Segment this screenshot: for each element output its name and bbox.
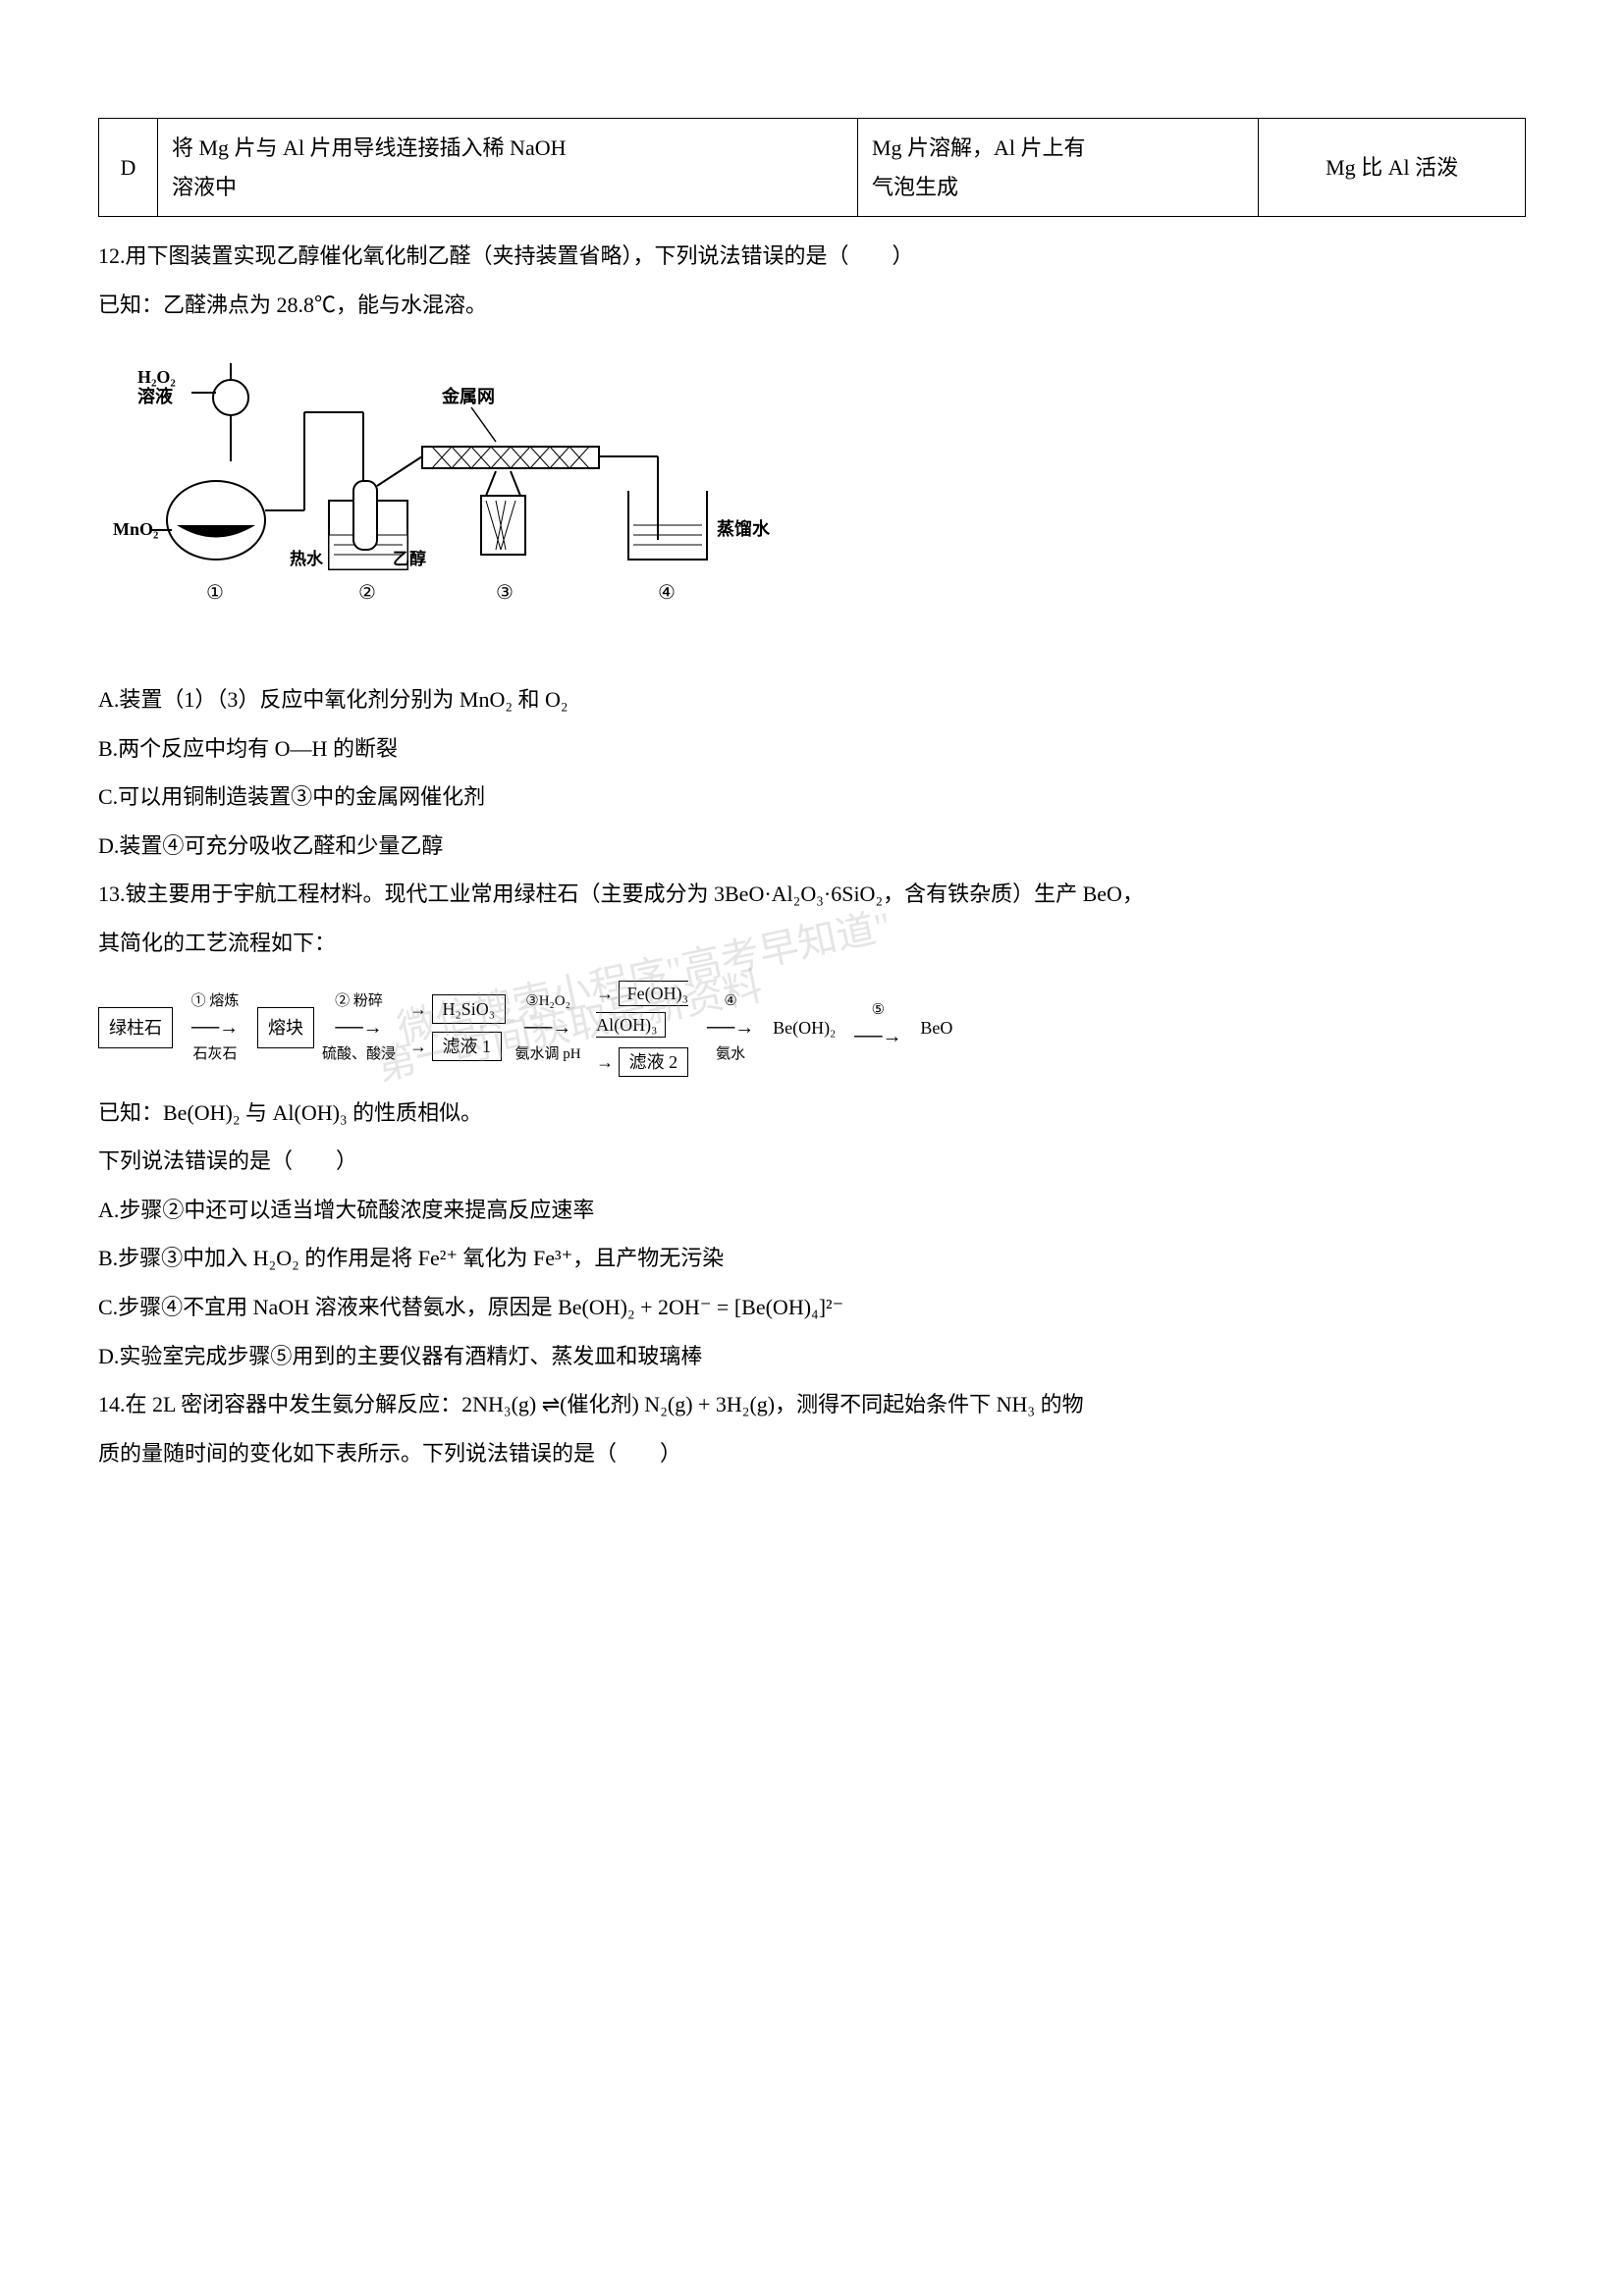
flow-branch-1: H₂SiO₃ (432, 994, 507, 1024)
label-ethanol: 乙醇 (393, 549, 426, 568)
flow-a2-top: ② 粉碎 (335, 992, 383, 1010)
q13-flow-diagram: 绿柱石 ① 熔炼 ──→ 石灰石 熔块 ② 粉碎 ──→ 硫酸、酸浸 → H₂S… (98, 978, 1526, 1079)
flow-node-4: 滤液 2 (619, 1047, 689, 1077)
flow-arrow-2: ② 粉碎 ──→ 硫酸、酸浸 (322, 992, 396, 1063)
flow-node-6: BeO (920, 1012, 952, 1043)
flow-branch-2: Fe(OH)₃Al(OH)₃ (596, 981, 688, 1038)
flow-arrow-4: ④ ──→ 氨水 (696, 992, 765, 1063)
flow-a1-bot: 石灰石 (192, 1045, 237, 1063)
row-col3: Mg 比 Al 活泼 (1259, 119, 1526, 217)
q12-diagram: H₂O₂ 溶液 MnO₂ ① 热水 乙醇 ② 金属网 (98, 344, 1526, 661)
flow-node-1: 绿柱石 (98, 1007, 173, 1048)
label-h2o2: H₂O₂ (137, 367, 176, 387)
flow-a3-top: ③H₂O₂ (525, 992, 570, 1010)
table-row: D 将 Mg 片与 Al 片用导线连接插入稀 NaOH 溶液中 Mg 片溶解，A… (99, 119, 1526, 217)
flow-a4-top: ④ (724, 992, 736, 1010)
circle-3: ③ (496, 582, 514, 604)
q12-opt-c: C.可以用铜制造装置③中的金属网催化剂 (98, 777, 1526, 817)
flow-arrow-5: ⑤ ──→ (843, 1001, 912, 1054)
label-hotwater: 热水 (290, 549, 324, 568)
q13-stem2: 其简化的工艺流程如下： (98, 924, 1526, 963)
flow-arrow-1: ① 熔炼 ──→ 石灰石 (181, 992, 249, 1063)
flow-node-2: 熔块 (257, 1007, 314, 1048)
flow-a3-bot: 氨水调 pH (515, 1045, 581, 1063)
option-table: D 将 Mg 片与 Al 片用导线连接插入稀 NaOH 溶液中 Mg 片溶解，A… (98, 118, 1526, 217)
label-mno2: MnO₂ (113, 519, 158, 539)
q13-ask: 下列说法错误的是（ ） (98, 1142, 1526, 1181)
circle-1: ① (206, 582, 224, 604)
q12-stem: 12.用下图装置实现乙醇催化氧化制乙醛（夹持装置省略），下列说法错误的是（ ） (98, 237, 1526, 276)
row-col1-l2: 溶液中 (172, 168, 843, 207)
row-label: D (99, 119, 158, 217)
flow-node-3: 滤液 1 (432, 1032, 503, 1061)
flow-a5-top: ⑤ (872, 1001, 885, 1019)
q13-known: 已知：Be(OH)₂ 与 Al(OH)₃ 的性质相似。 (98, 1094, 1526, 1133)
row-col2: Mg 片溶解，Al 片上有 气泡生成 (857, 119, 1258, 217)
q14-stem2: 质的量随时间的变化如下表所示。下列说法错误的是（ ） (98, 1434, 1526, 1473)
apparatus-diagram: H₂O₂ 溶液 MnO₂ ① 热水 乙醇 ② 金属网 (108, 353, 844, 638)
circle-2: ② (358, 582, 376, 604)
flow-a4-bot: 氨水 (716, 1045, 745, 1063)
flow-a2-bot: 硫酸、酸浸 (322, 1045, 396, 1063)
label-metalnet: 金属网 (441, 386, 495, 406)
q13-opt-a: A.步骤②中还可以适当增大硫酸浓度来提高反应速率 (98, 1191, 1526, 1230)
q13-opt-d: D.实验室完成步骤⑤用到的主要仪器有酒精灯、蒸发皿和玻璃棒 (98, 1337, 1526, 1376)
q13-opt-c: C.步骤④不宜用 NaOH 溶液来代替氨水，原因是 Be(OH)₂ + 2OH⁻… (98, 1288, 1526, 1327)
row-col1-l1: 将 Mg 片与 Al 片用导线连接插入稀 NaOH (172, 129, 843, 168)
row-col2-l1: Mg 片溶解，Al 片上有 (872, 129, 1244, 168)
flow-node-5: Be(OH)₂ (773, 1012, 836, 1043)
q12-known: 已知：乙醛沸点为 28.8℃，能与水混溶。 (98, 286, 1526, 325)
row-col1: 将 Mg 片与 Al 片用导线连接插入稀 NaOH 溶液中 (158, 119, 858, 217)
flow-arrow-3: ③H₂O₂ ──→ 氨水调 pH (514, 992, 582, 1063)
q13-stem: 13.铍主要用于宇航工程材料。现代工业常用绿柱石（主要成分为 3BeO·Al₂O… (98, 875, 1526, 914)
q12-opt-b: B.两个反应中均有 O—H 的断裂 (98, 729, 1526, 769)
q12-opt-d: D.装置④可充分吸收乙醛和少量乙醇 (98, 827, 1526, 866)
q12-opt-a: A.装置（1）（3）反应中氧化剂分别为 MnO₂ 和 O₂ (98, 680, 1526, 720)
label-solution: 溶液 (137, 386, 174, 406)
q13-opt-b: B.步骤③中加入 H₂O₂ 的作用是将 Fe²⁺ 氧化为 Fe³⁺，且产物无污染 (98, 1239, 1526, 1278)
q14-stem: 14.在 2L 密闭容器中发生氨分解反应：2NH₃(g) ⇌(催化剂) N₂(g… (98, 1385, 1526, 1424)
circle-4: ④ (658, 582, 676, 604)
row-col2-l2: 气泡生成 (872, 168, 1244, 207)
label-distwater: 蒸馏水 (717, 518, 771, 539)
flow-a1-top: ① 熔炼 (191, 992, 240, 1010)
